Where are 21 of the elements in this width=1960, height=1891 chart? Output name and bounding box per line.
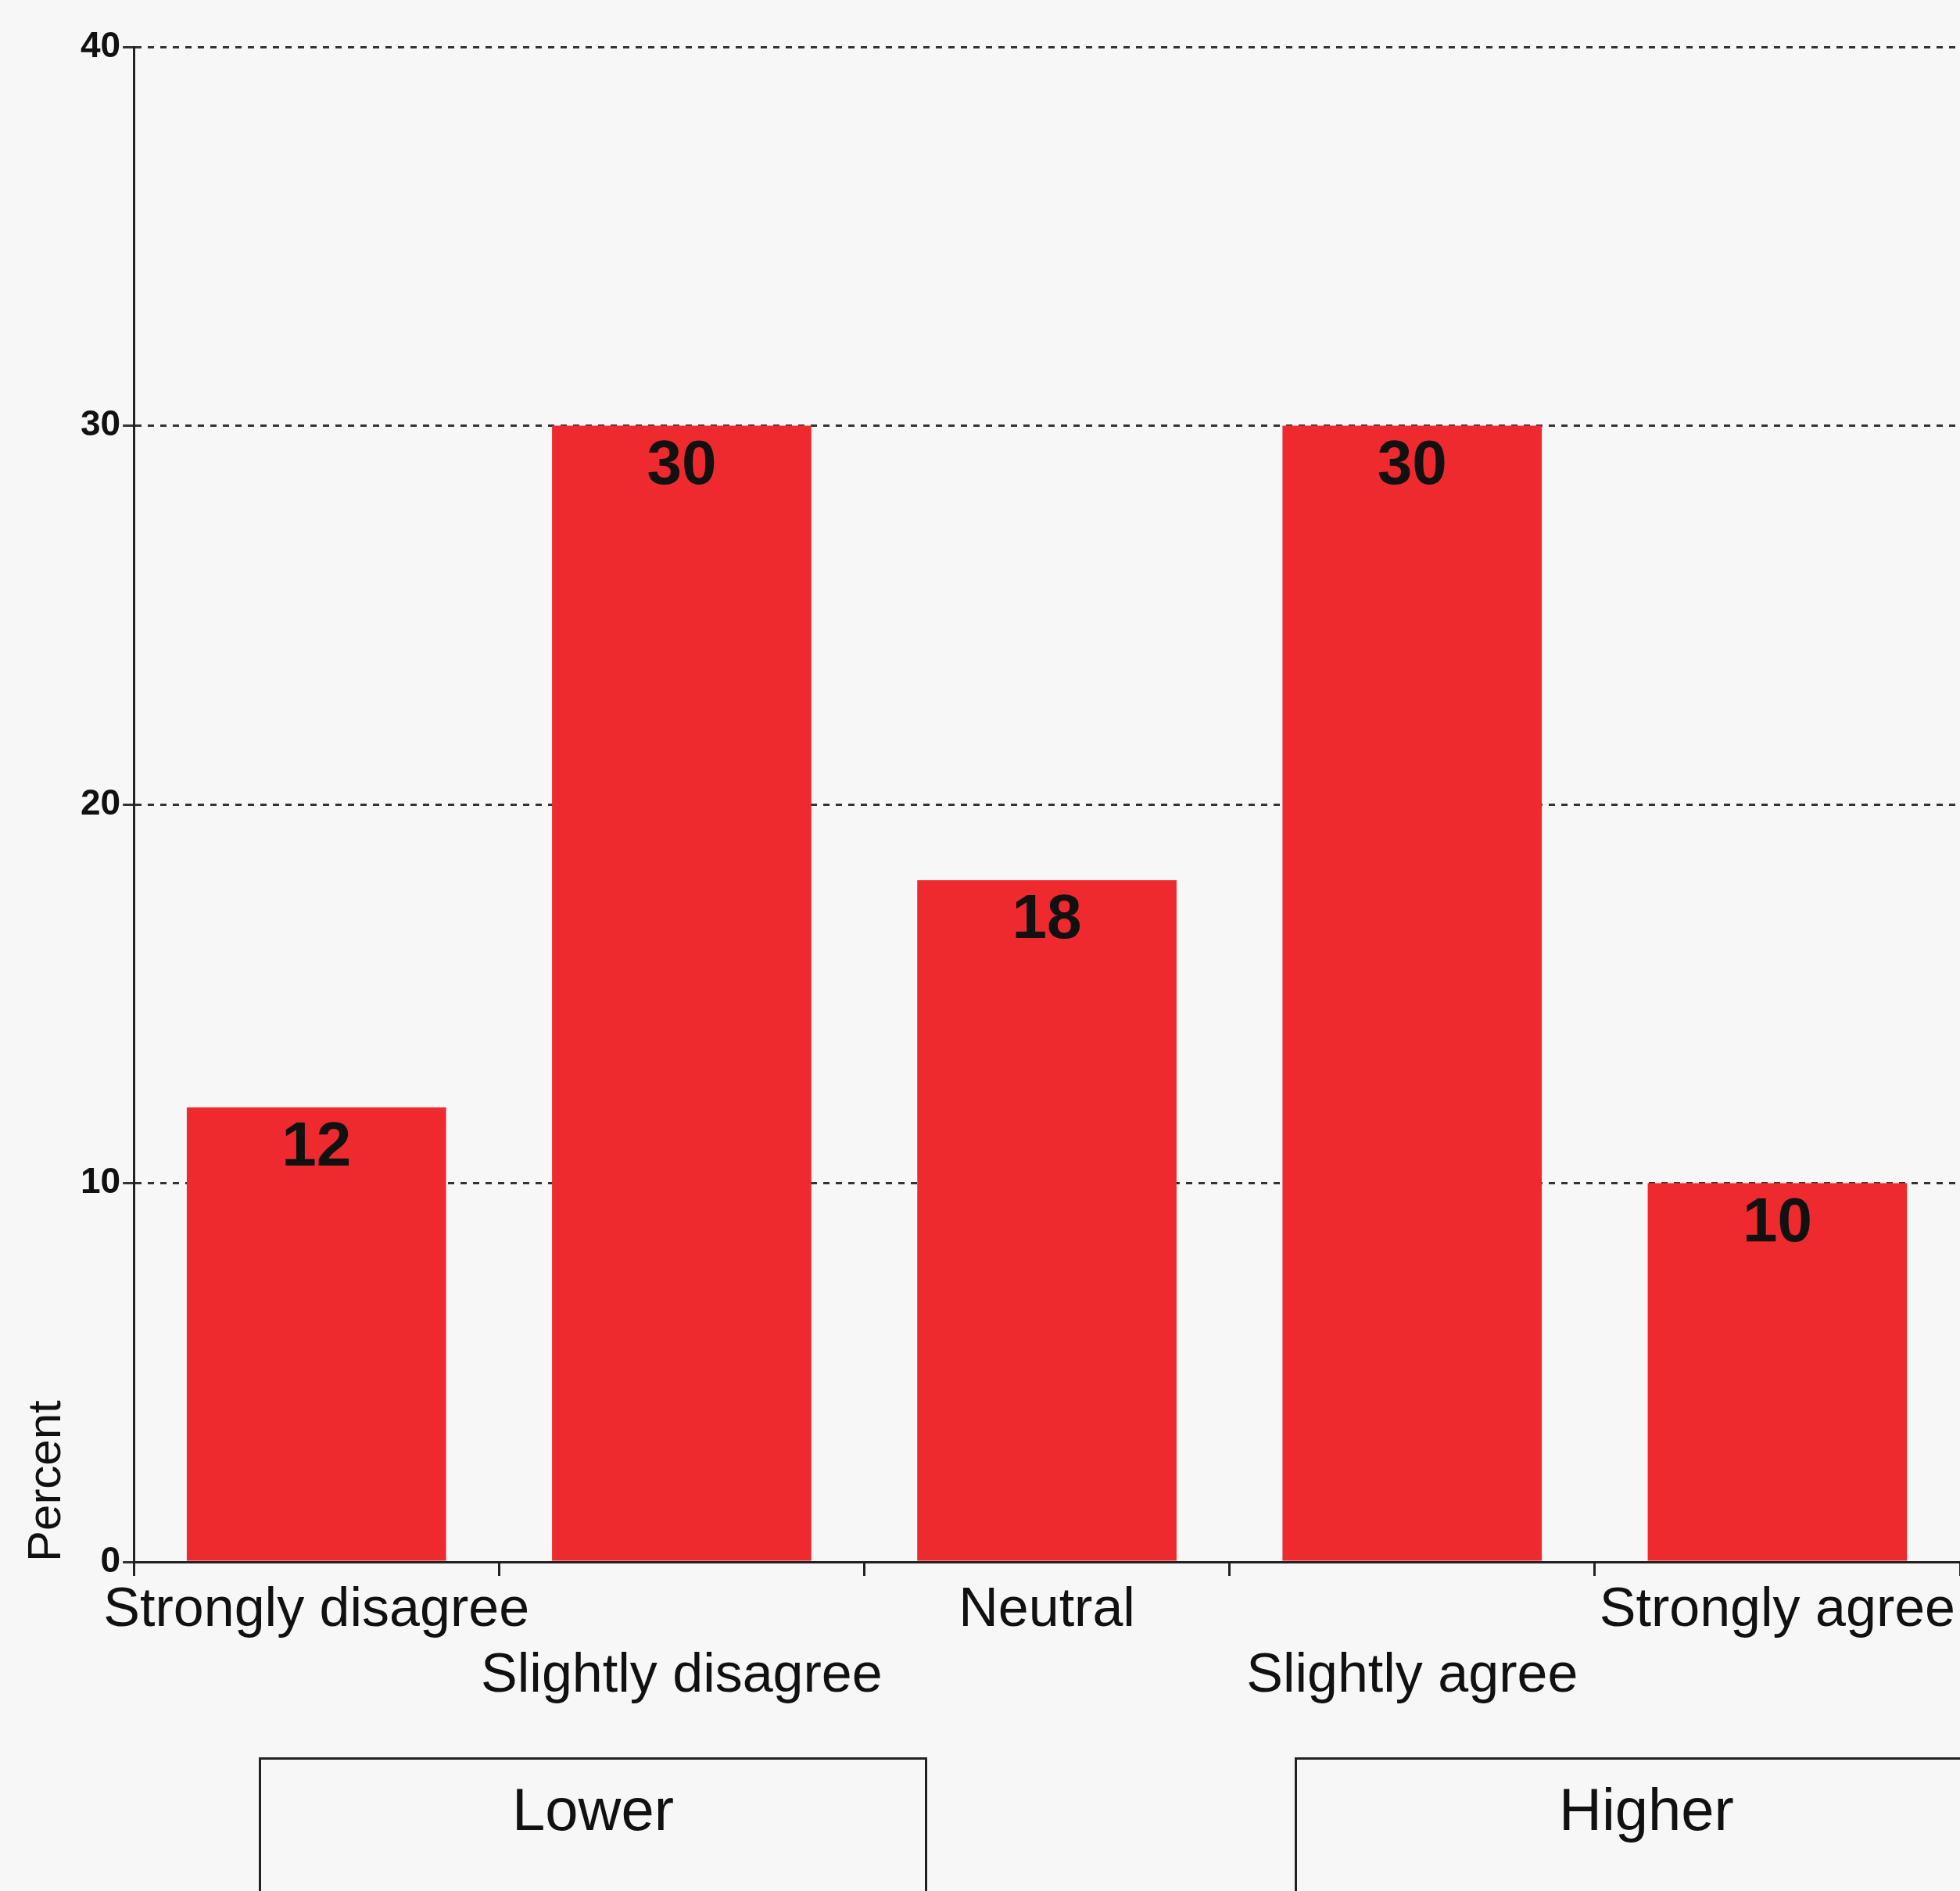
data-label: 30	[647, 427, 717, 497]
x-tick-label: Slightly disagree	[481, 1642, 883, 1704]
data-label: 10	[1742, 1184, 1812, 1255]
data-label: 30	[1377, 427, 1447, 497]
bar	[917, 879, 1177, 1561]
text: Higher	[1295, 1757, 1960, 1891]
text: Lower	[259, 1757, 927, 1891]
bar	[186, 1107, 446, 1561]
data-label: 18	[1012, 881, 1082, 951]
y-tick-label: 40	[80, 23, 121, 65]
x-tick-label: Strongly agree	[1599, 1577, 1956, 1639]
y-tick-label: 20	[80, 781, 121, 822]
x-tick-label: Slightly agree	[1246, 1642, 1578, 1704]
y-tick-label: 10	[80, 1160, 121, 1202]
y-axis-title: Percent	[17, 1399, 70, 1562]
data-label: 12	[281, 1108, 352, 1179]
y-tick-label: 30	[80, 403, 121, 444]
bar	[1647, 1183, 1908, 1561]
x-tick-label: Neutral	[959, 1577, 1135, 1639]
bar	[552, 425, 812, 1561]
bar	[1282, 425, 1543, 1561]
